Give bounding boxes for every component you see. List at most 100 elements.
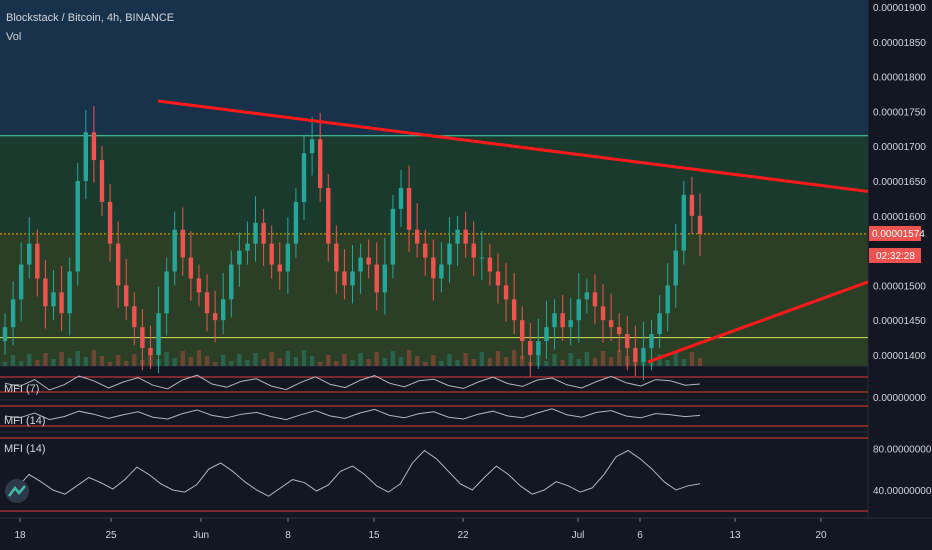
volume-bar	[681, 359, 687, 366]
volume-bar	[398, 357, 404, 366]
time-tick-label: 8	[285, 530, 291, 541]
candle-body	[350, 271, 355, 286]
candle-body	[342, 271, 347, 286]
candle-body	[665, 285, 670, 314]
volume-bar	[334, 361, 339, 366]
candlestick-series[interactable]	[2, 105, 703, 381]
volume-bar	[406, 350, 412, 366]
volume-bar	[592, 358, 598, 366]
volume-bar	[221, 355, 226, 366]
candle-body	[366, 257, 371, 265]
oscillator-tick-label: 0.00000000	[873, 393, 926, 404]
candle-body	[221, 299, 226, 321]
time-tick-label: 22	[457, 530, 469, 541]
volume-bar	[115, 355, 121, 366]
candle-body	[463, 229, 468, 244]
volume-bar	[196, 350, 202, 366]
volume-bar	[132, 354, 137, 366]
countdown-text: 02:32:28	[876, 251, 915, 262]
time-scale-ticks: 18 25 Jun 8 15 22 Jul 6 13 20	[14, 518, 827, 541]
candle-body	[390, 208, 396, 265]
price-tick-label: 0.00001850	[873, 38, 926, 49]
volume-bar	[277, 358, 282, 366]
candle-body	[503, 285, 509, 300]
volume-bar	[164, 352, 169, 366]
price-scale-ticks: 0.00001900 0.00001850 0.00001800 0.00001750…	[873, 3, 932, 497]
candle-body	[164, 271, 169, 314]
candle-body	[204, 292, 210, 314]
candle-body	[447, 243, 452, 265]
candle-body	[374, 264, 379, 293]
volume-bar	[237, 354, 242, 366]
mfi-14-title: MFI (14)	[4, 415, 46, 427]
candle-body	[398, 187, 404, 209]
candle-body	[689, 194, 695, 216]
volume-bar	[83, 357, 89, 366]
zone-middle	[0, 134, 868, 234]
candle-body	[261, 222, 266, 244]
candle-body	[2, 327, 8, 342]
volume-bar	[471, 359, 476, 366]
candle-body	[681, 194, 687, 251]
volume-bar	[172, 358, 177, 366]
candle-body	[576, 299, 581, 321]
volume-bar	[59, 352, 64, 366]
oscillator-line	[4, 449, 701, 497]
candle-body	[115, 243, 121, 286]
candle-body	[285, 243, 291, 272]
volume-bar	[431, 355, 436, 366]
volume-bar	[665, 360, 670, 366]
candle-body	[140, 327, 145, 349]
oscillator-tick-label: 40.00000000	[873, 486, 932, 497]
volume-bar	[124, 361, 129, 366]
volume-bar	[697, 358, 703, 366]
candle-body	[51, 292, 56, 307]
volume-bar	[511, 350, 517, 366]
tradingview-logo-mark	[8, 485, 26, 497]
candle-body	[608, 320, 614, 328]
candle-body	[487, 257, 493, 272]
volume-bar	[326, 355, 331, 366]
volume-bar	[366, 359, 371, 366]
time-tick-label: 6	[637, 530, 643, 541]
volume-bar	[455, 360, 460, 366]
volume-bar	[495, 351, 501, 366]
volume-bar	[309, 356, 315, 366]
countdown-badge	[869, 248, 921, 263]
volume-bar	[10, 355, 16, 366]
candle-body	[301, 153, 307, 202]
candle-body	[326, 187, 331, 244]
time-tick-label: 13	[729, 530, 741, 541]
oscillators[interactable]	[0, 374, 868, 512]
current-price-text: 0.00001574	[872, 229, 925, 240]
candle-body	[67, 271, 72, 314]
volume-bar	[43, 353, 48, 366]
candle-body	[560, 313, 565, 328]
time-tick-label: 25	[105, 530, 117, 541]
candle-body	[59, 292, 64, 314]
zone-upper	[0, 0, 868, 134]
candle-body	[253, 222, 258, 244]
candle-body	[584, 292, 590, 300]
candle-body	[528, 341, 533, 355]
candle-body	[641, 348, 646, 362]
candle-body	[382, 264, 388, 293]
trendlines[interactable]	[157, 99, 869, 364]
volume-bar	[342, 354, 347, 366]
price-tick-label: 0.00001600	[873, 212, 926, 223]
volume-bar	[27, 354, 32, 366]
volume-bar	[51, 359, 56, 366]
volume-bar	[382, 358, 388, 366]
price-tick-label: 0.00001650	[873, 177, 926, 188]
oscillator-line	[4, 408, 701, 421]
candle-body	[544, 327, 549, 342]
candle-body	[309, 139, 315, 154]
candle-body	[75, 181, 80, 272]
candle-body	[229, 264, 234, 300]
volume-bar	[544, 361, 549, 366]
candle-body	[156, 313, 161, 355]
candle-body	[657, 313, 662, 335]
volume-bar	[212, 362, 218, 366]
